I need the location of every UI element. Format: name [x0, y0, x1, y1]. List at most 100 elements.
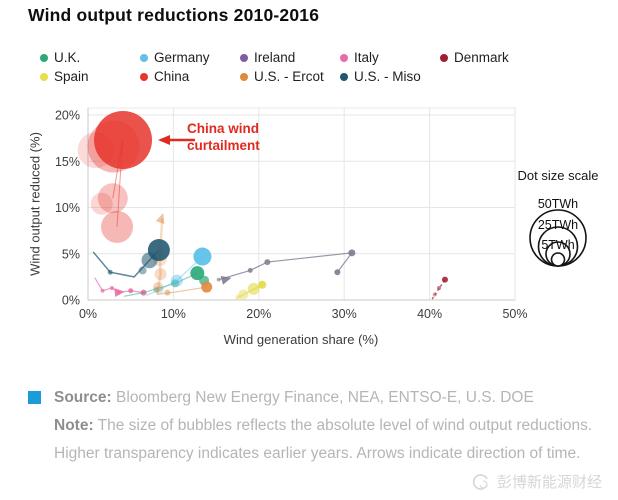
denmark-series: [431, 276, 448, 300]
source-text: Bloomberg New Energy Finance, NEA, ENTSO…: [116, 389, 534, 406]
legend-label: Spain: [54, 69, 89, 84]
legend-label: U.S. - Ercot: [254, 69, 324, 84]
source-line: Source: Bloomberg New Energy Finance, NE…: [54, 384, 594, 412]
size-scale-title: Dot size scale: [517, 168, 599, 183]
legend-label: Germany: [154, 50, 210, 65]
legend-dot-icon: [40, 53, 48, 62]
legend-item-u-s-miso: U.S. - Miso: [340, 69, 440, 84]
legend-label: U.S. - Miso: [354, 69, 421, 84]
x-tick-label: 40%: [417, 307, 442, 321]
annotation-line-2: curtailment: [187, 137, 260, 153]
legend-item-italy: Italy: [340, 50, 440, 65]
ireland-bubble: [247, 267, 253, 273]
u-s-miso-series: [92, 239, 170, 278]
x-tick-label: 30%: [332, 307, 357, 321]
spain-bubble: [238, 289, 249, 300]
watermark: 彭博新能源财经: [471, 471, 602, 492]
y-tick-label: 5%: [62, 247, 80, 261]
source-bullet-icon: [28, 391, 41, 404]
legend-item-spain: Spain: [40, 69, 140, 84]
bubble-chart: 0% 5% 10% 15% 20% 0% 10% 20% 30% 40% 50%: [55, 107, 587, 321]
germany-bubble: [193, 247, 212, 266]
ireland-trail: [218, 252, 354, 281]
ireland-series: [216, 249, 356, 285]
u-k-trail: [123, 272, 198, 297]
legend-item-u-s-ercot: U.S. - Ercot: [240, 69, 340, 84]
size-legend-label: 50TWh: [537, 197, 579, 211]
china-bubble: [94, 110, 153, 169]
china-bubble: [101, 210, 134, 243]
u-s-ercot-trail: [157, 286, 207, 296]
x-tick-label: 20%: [246, 307, 271, 321]
italy-time-arrow: [114, 288, 125, 298]
spain-series: [235, 280, 267, 301]
y-tick-label: 0%: [62, 294, 80, 308]
u-s-miso-bubble: [107, 269, 113, 275]
china-series: [77, 110, 153, 243]
legend-label: U.K.: [54, 50, 81, 65]
u-s-ercot-time-arrow: [155, 213, 165, 224]
legend-row: U.K. Germany Ireland Italy Denmark: [40, 48, 540, 67]
italy-bubble: [109, 285, 114, 290]
u-s-ercot-bubble: [164, 289, 171, 296]
china-bubble: [90, 192, 113, 215]
denmark-bubble: [436, 285, 441, 290]
footer-text: Source: Bloomberg New Energy Finance, NE…: [54, 384, 594, 468]
plot-border: [87, 107, 516, 301]
x-axis-label: Wind generation share (%): [223, 332, 379, 347]
germany-series: [145, 247, 212, 296]
u-k-bubble: [190, 266, 205, 281]
spain-bubble: [247, 282, 260, 295]
u-s-ercot-bubble: [153, 282, 164, 293]
u-k-bubble: [153, 286, 160, 293]
germany-trail: [145, 256, 203, 296]
note-label: Note:: [54, 417, 94, 434]
ireland-bubble: [264, 259, 271, 266]
legend-label: Ireland: [254, 50, 296, 65]
u-s-ercot-bubble: [201, 281, 213, 293]
source-label: Source:: [54, 389, 112, 406]
legend-item-germany: Germany: [140, 50, 240, 65]
size-legend-dot: [550, 252, 566, 267]
x-tick-label: 0%: [79, 307, 97, 321]
legend-item-denmark: Denmark: [440, 50, 540, 65]
size-legend-label: 5TWh: [541, 238, 575, 252]
china-curtailment-annotation: China wind curtailment: [187, 121, 260, 154]
ireland-bubble: [216, 277, 221, 282]
note-text: The size of bubbles reflects the absolut…: [54, 417, 593, 462]
chart-legend: U.K. Germany Ireland Italy Denmark Spain China…: [40, 48, 540, 86]
footer-note: Source: Bloomberg New Energy Finance, NE…: [28, 384, 594, 468]
y-tick-label: 20%: [55, 109, 80, 123]
x-tick-label: 50%: [502, 307, 527, 321]
germany-bubble: [170, 274, 183, 287]
size-legend-label: 25TWh: [537, 218, 579, 232]
note-line: Note: The size of bubbles reflects the a…: [54, 412, 594, 468]
ireland-time-arrow: [220, 276, 232, 285]
u-s-ercot-bubble: [154, 268, 167, 281]
legend-dot-icon: [440, 53, 448, 62]
denmark-bubble: [432, 292, 437, 297]
legend-dot-icon: [340, 72, 348, 81]
y-tick-label: 15%: [55, 155, 80, 169]
u-s-ercot-trail: [155, 218, 164, 295]
legend-label: Denmark: [454, 50, 509, 65]
y-tick-label: 10%: [55, 201, 80, 215]
legend-dot-icon: [140, 72, 148, 81]
denmark-bubble: [441, 276, 448, 283]
watermark-text: 彭博新能源财经: [496, 474, 602, 491]
u-s-miso-bubble: [147, 239, 170, 262]
legend-item-u-k: U.K.: [40, 50, 140, 65]
u-s-miso-bubble: [138, 266, 147, 275]
legend-item-ireland: Ireland: [240, 50, 340, 65]
annotation-line-1: China wind: [187, 121, 259, 136]
x-tick-label: 10%: [161, 307, 186, 321]
y-axis-label: Wind output reduced (%): [27, 132, 43, 276]
annotation-arrowhead: [158, 135, 170, 145]
legend-dot-icon: [340, 53, 348, 62]
italy-bubble: [100, 288, 105, 293]
page-title: Wind output reductions 2010-2016: [28, 5, 320, 25]
legend-dot-icon: [40, 72, 48, 81]
legend-label: China: [154, 69, 190, 84]
legend-dot-icon: [140, 53, 148, 62]
ireland-bubble: [348, 249, 356, 257]
